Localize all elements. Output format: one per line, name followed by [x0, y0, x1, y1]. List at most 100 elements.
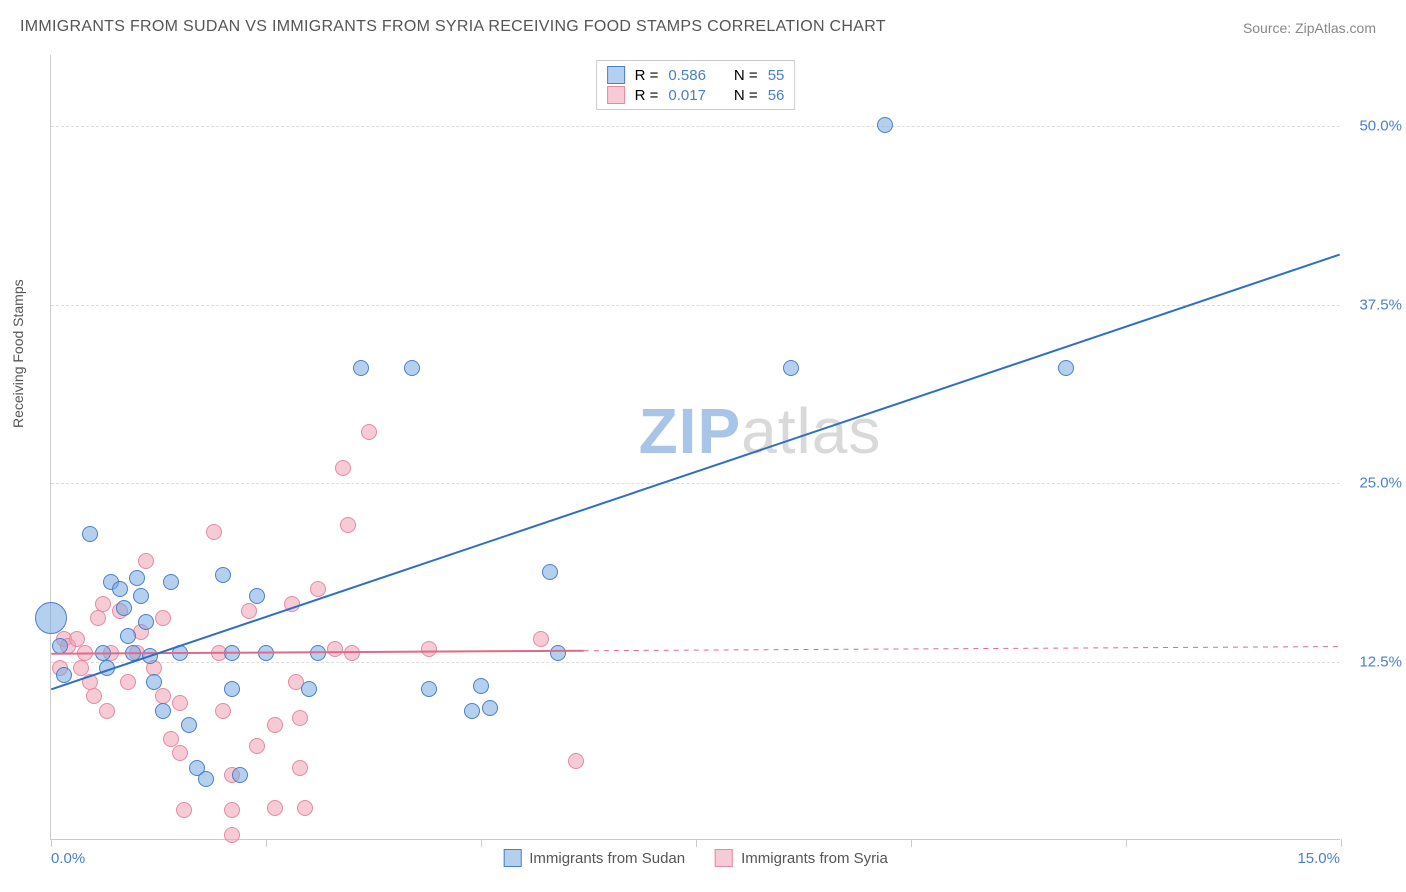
point-syria	[292, 760, 308, 776]
point-syria	[86, 688, 102, 704]
point-sudan	[138, 614, 154, 630]
legend-sudan-label: Immigrants from Sudan	[529, 850, 685, 867]
gridline	[51, 305, 1340, 306]
n-value-syria: 56	[768, 87, 785, 104]
point-syria	[340, 517, 356, 533]
point-syria	[361, 424, 377, 440]
y-axis-label: Receiving Food Stamps	[10, 279, 26, 428]
legend-item-syria: Immigrants from Syria	[715, 849, 888, 867]
point-sudan	[35, 602, 67, 634]
point-sudan	[142, 648, 158, 664]
point-sudan	[120, 628, 136, 644]
x-tick	[51, 839, 52, 847]
point-sudan	[112, 581, 128, 597]
point-syria	[241, 603, 257, 619]
point-syria	[224, 802, 240, 818]
point-syria	[267, 717, 283, 733]
r-value-syria: 0.017	[668, 87, 706, 104]
r-label: R =	[635, 67, 659, 84]
n-label: N =	[734, 67, 758, 84]
legend-stats-syria: R = 0.017 N = 56	[607, 85, 785, 105]
point-syria	[138, 553, 154, 569]
point-sudan	[550, 645, 566, 661]
point-syria	[224, 827, 240, 843]
point-sudan	[310, 645, 326, 661]
point-sudan	[172, 645, 188, 661]
legend-series: Immigrants from Sudan Immigrants from Sy…	[503, 849, 888, 867]
point-sudan	[783, 360, 799, 376]
point-syria	[533, 631, 549, 647]
point-syria	[310, 581, 326, 597]
scatter-plot: ZIPatlas R = 0.586 N = 55 R = 0.017 N = …	[50, 55, 1340, 840]
legend-stats-sudan: R = 0.586 N = 55	[607, 65, 785, 85]
x-tick	[1126, 839, 1127, 847]
watermark-zip: ZIP	[639, 395, 742, 467]
source-attribution: Source: ZipAtlas.com	[1243, 20, 1376, 36]
n-value-sudan: 55	[768, 67, 785, 84]
point-sudan	[464, 703, 480, 719]
legend-item-sudan: Immigrants from Sudan	[503, 849, 685, 867]
point-syria	[249, 738, 265, 754]
gridline	[51, 483, 1340, 484]
point-sudan	[482, 700, 498, 716]
y-tick-label: 50.0%	[1359, 118, 1402, 135]
point-sudan	[224, 645, 240, 661]
y-tick-label: 37.5%	[1359, 296, 1402, 313]
point-syria	[172, 695, 188, 711]
point-sudan	[133, 588, 149, 604]
gridline	[51, 662, 1340, 663]
point-sudan	[473, 678, 489, 694]
r-value-sudan: 0.586	[668, 67, 706, 84]
point-sudan	[52, 638, 68, 654]
x-tick	[696, 839, 697, 847]
point-sudan	[163, 574, 179, 590]
x-tick	[266, 839, 267, 847]
x-tick	[481, 839, 482, 847]
r-label: R =	[635, 87, 659, 104]
watermark-atlas: atlas	[741, 395, 881, 467]
point-sudan	[353, 360, 369, 376]
point-syria	[95, 596, 111, 612]
point-syria	[120, 674, 136, 690]
point-sudan	[198, 771, 214, 787]
point-syria	[215, 703, 231, 719]
swatch-syria-icon	[607, 86, 625, 104]
chart-title: IMMIGRANTS FROM SUDAN VS IMMIGRANTS FROM…	[20, 18, 886, 36]
point-sudan	[404, 360, 420, 376]
y-tick-label: 12.5%	[1359, 653, 1402, 670]
point-syria	[344, 645, 360, 661]
point-syria	[155, 610, 171, 626]
point-sudan	[82, 526, 98, 542]
point-syria	[176, 802, 192, 818]
point-sudan	[99, 660, 115, 676]
point-syria	[99, 703, 115, 719]
point-syria	[568, 753, 584, 769]
point-sudan	[146, 674, 162, 690]
gridline	[51, 126, 1340, 127]
point-syria	[172, 745, 188, 761]
x-axis-min: 0.0%	[51, 850, 85, 867]
point-sudan	[56, 667, 72, 683]
point-sudan	[215, 567, 231, 583]
point-sudan	[181, 717, 197, 733]
point-syria	[90, 610, 106, 626]
point-syria	[335, 460, 351, 476]
point-sudan	[542, 564, 558, 580]
point-sudan	[249, 588, 265, 604]
point-sudan	[421, 681, 437, 697]
point-sudan	[129, 570, 145, 586]
point-sudan	[116, 600, 132, 616]
legend-syria-label: Immigrants from Syria	[741, 850, 888, 867]
point-syria	[327, 641, 343, 657]
point-sudan	[232, 767, 248, 783]
swatch-syria-icon	[715, 849, 733, 867]
x-axis-max: 15.0%	[1297, 850, 1340, 867]
point-syria	[267, 800, 283, 816]
point-syria	[292, 710, 308, 726]
point-sudan	[155, 703, 171, 719]
legend-stats: R = 0.586 N = 55 R = 0.017 N = 56	[596, 60, 796, 110]
x-tick	[1341, 839, 1342, 847]
point-sudan	[301, 681, 317, 697]
swatch-sudan-icon	[607, 66, 625, 84]
y-tick-label: 25.0%	[1359, 475, 1402, 492]
